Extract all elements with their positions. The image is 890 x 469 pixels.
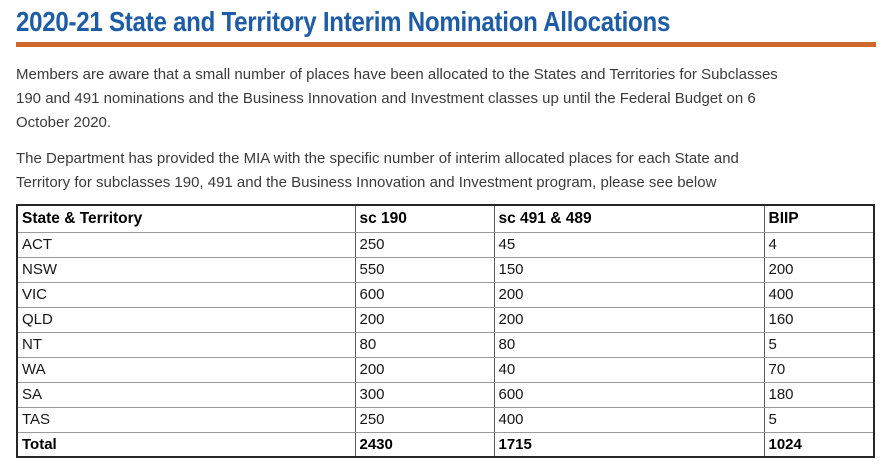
table-row-nt: NT 80 80 5	[16, 331, 875, 358]
row-label-cell: Total	[16, 431, 356, 458]
row-label-cell: VIC	[16, 281, 356, 308]
row-label-cell: TAS	[16, 406, 356, 433]
table-cell: 180	[763, 381, 875, 408]
table-cell: 200	[763, 256, 875, 283]
table-cell: 80	[493, 331, 765, 358]
table-row-vic: VIC 600 200 400	[16, 281, 875, 308]
table-cell: 5	[763, 406, 875, 433]
title-divider	[16, 42, 876, 47]
table-cell: 1715	[493, 431, 765, 458]
column-header-sc491-489: sc 491 & 489	[493, 204, 765, 233]
table-cell: 80	[354, 331, 495, 358]
column-header-biip: BIIP	[763, 204, 875, 233]
allocations-table: State & Territory sc 190 sc 491 & 489 BI…	[16, 204, 875, 458]
table-row-total: Total 2430 1715 1024	[16, 431, 875, 458]
table-cell: 5	[763, 331, 875, 358]
table-cell: 250	[354, 231, 495, 258]
table-cell: 200	[493, 281, 765, 308]
table-cell: 160	[763, 306, 875, 333]
page-title: 2020-21 State and Territory Interim Nomi…	[16, 6, 671, 37]
row-label-cell: NSW	[16, 256, 356, 283]
table-header-row: State & Territory sc 190 sc 491 & 489 BI…	[16, 204, 875, 233]
table-row-nsw: NSW 550 150 200	[16, 256, 875, 283]
table-cell: 250	[354, 406, 495, 433]
table-cell: 150	[493, 256, 765, 283]
detail-paragraph: The Department has provided the MIA with…	[16, 150, 739, 191]
table-cell: 70	[763, 356, 875, 383]
table-cell: 4	[763, 231, 875, 258]
table-cell: 600	[354, 281, 495, 308]
row-label-cell: WA	[16, 356, 356, 383]
table-cell: 200	[354, 356, 495, 383]
table-cell: 300	[354, 381, 495, 408]
table-cell: 400	[763, 281, 875, 308]
row-label-cell: ACT	[16, 231, 356, 258]
table-cell: 1024	[763, 431, 875, 458]
table-cell: 600	[493, 381, 765, 408]
column-header-sc190: sc 190	[354, 204, 495, 233]
table-cell: 550	[354, 256, 495, 283]
table-cell: 200	[354, 306, 495, 333]
table-row-qld: QLD 200 200 160	[16, 306, 875, 333]
row-label-cell: NT	[16, 331, 356, 358]
table-row-tas: TAS 250 400 5	[16, 406, 875, 433]
table-cell: 200	[493, 306, 765, 333]
article-page: 2020-21 State and Territory Interim Nomi…	[16, 6, 876, 458]
row-label-cell: SA	[16, 381, 356, 408]
table-cell: 2430	[354, 431, 495, 458]
table-cell: 45	[493, 231, 765, 258]
table-cell: 400	[493, 406, 765, 433]
row-label-cell: QLD	[16, 306, 356, 333]
table-row-sa: SA 300 600 180	[16, 381, 875, 408]
table-cell: 40	[493, 356, 765, 383]
table-row-act: ACT 250 45 4	[16, 231, 875, 258]
table-row-wa: WA 200 40 70	[16, 356, 875, 383]
intro-paragraph: Members are aware that a small number of…	[16, 66, 778, 131]
column-header-state-territory: State & Territory	[16, 204, 356, 233]
